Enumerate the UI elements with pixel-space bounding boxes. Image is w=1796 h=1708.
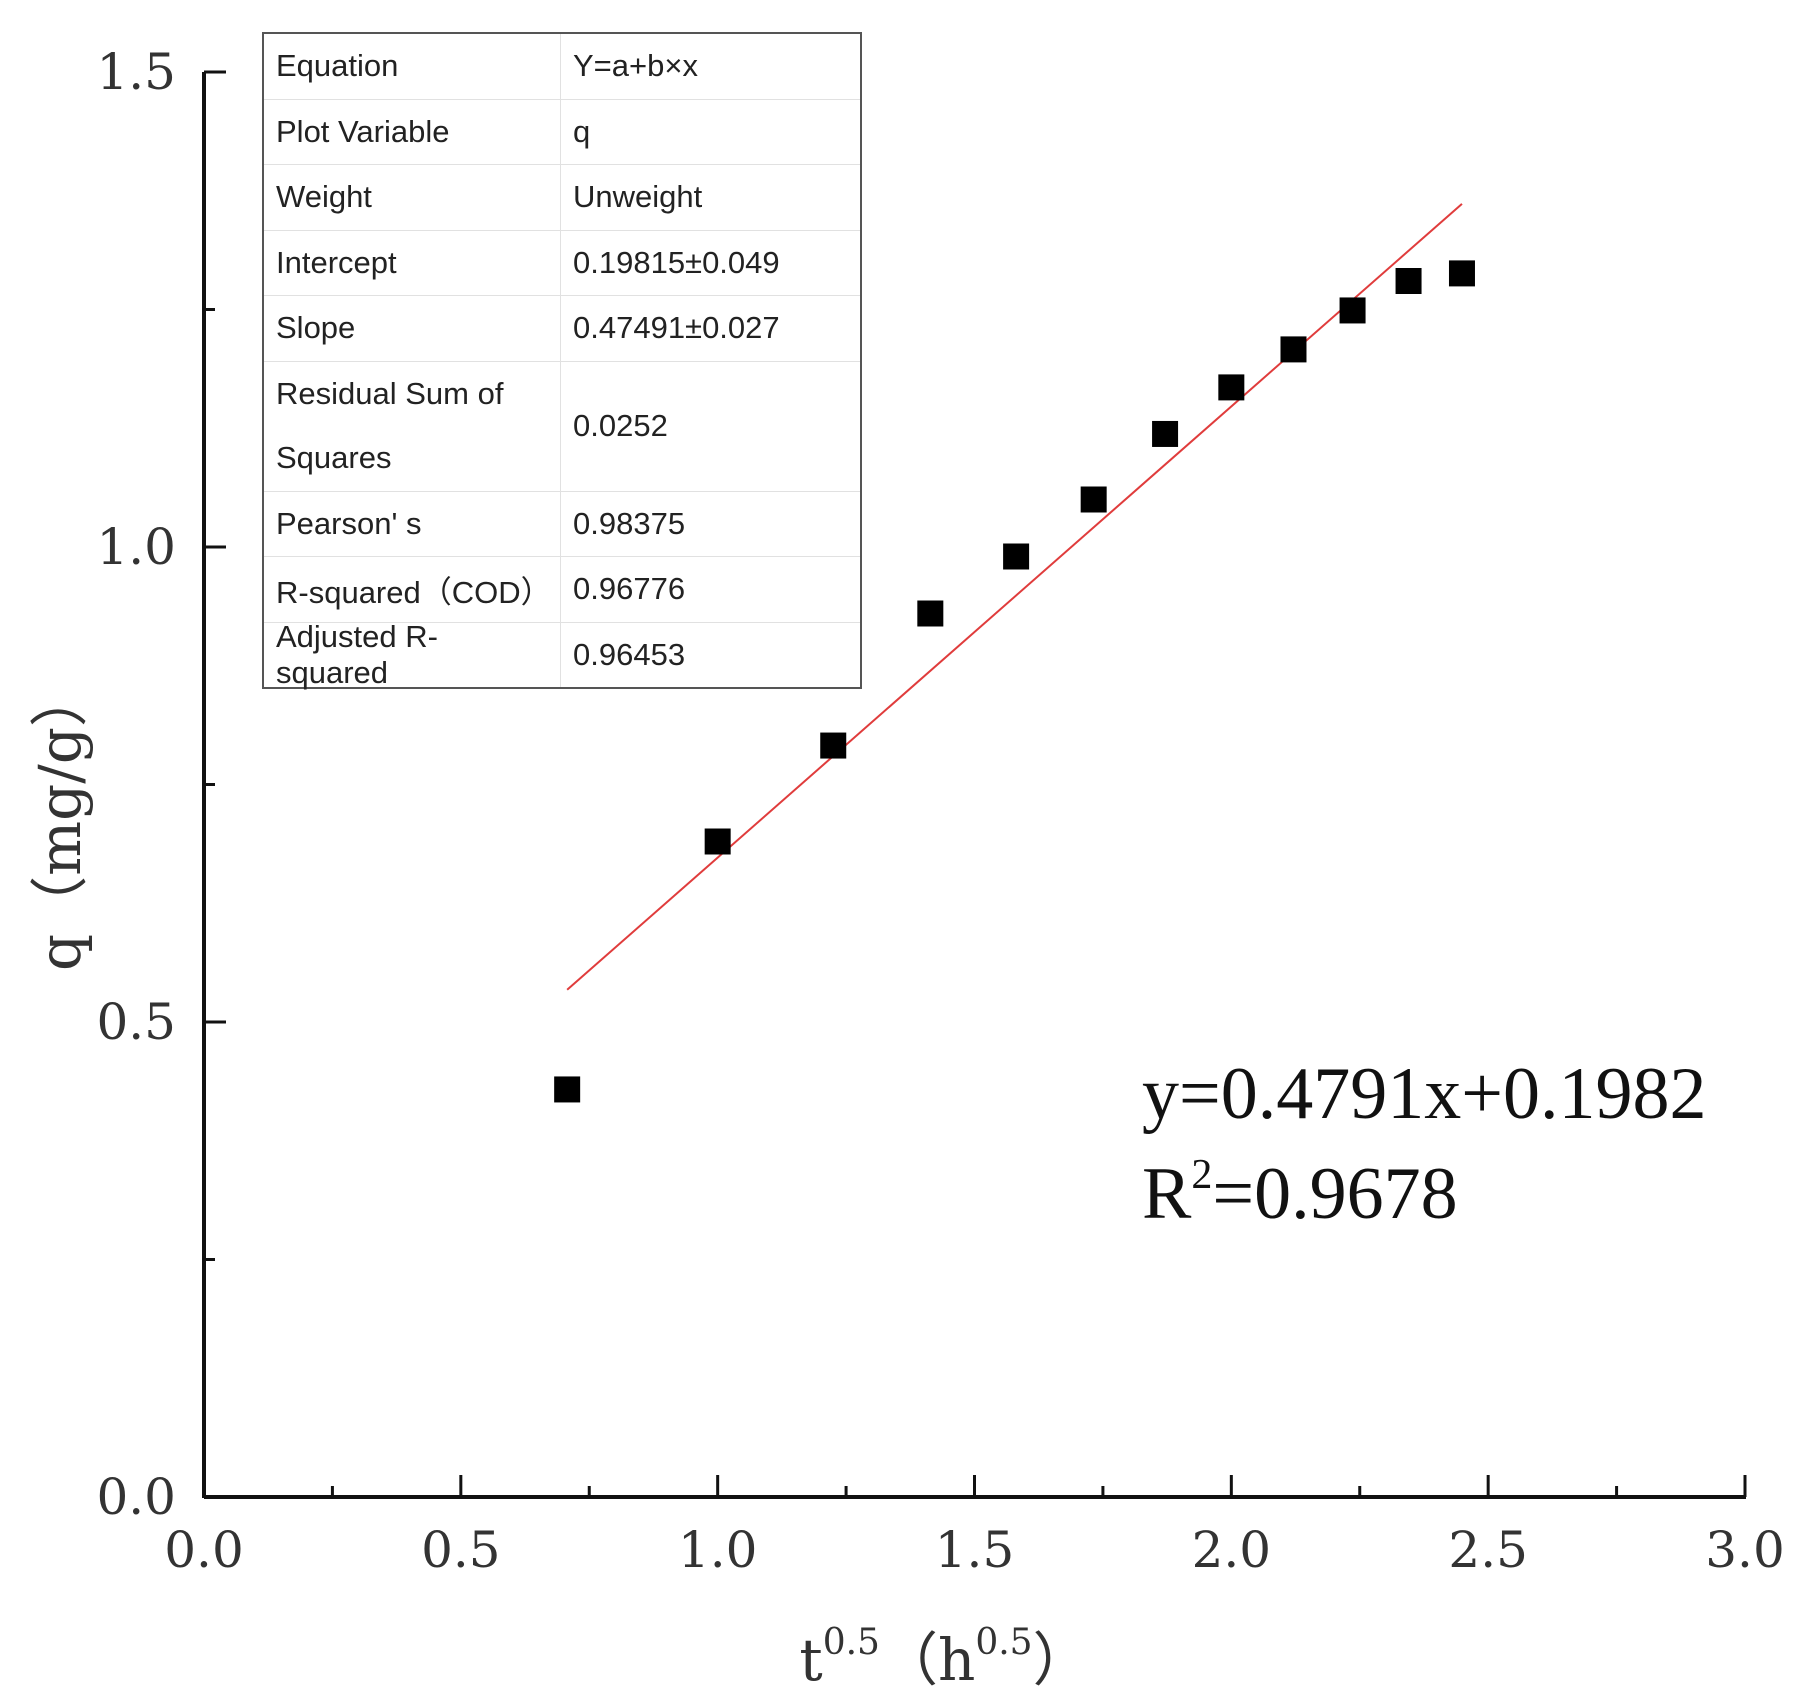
data-point	[820, 732, 847, 759]
x-tick-label: 2.0	[1192, 1521, 1272, 1579]
x-tick-label: 1.5	[935, 1521, 1015, 1579]
stats-key: Adjusted R-squared	[264, 619, 561, 690]
data-point	[1152, 420, 1179, 447]
stats-row: Pearson' s 0.98375	[264, 491, 860, 557]
y-axis-label: q（mg/g）	[26, 669, 94, 971]
data-point	[554, 1076, 581, 1103]
stats-key: Weight	[264, 165, 561, 230]
data-point	[1339, 297, 1366, 324]
r2-value: =0.9678	[1212, 1153, 1457, 1235]
stats-key: R-squared（COD）	[264, 557, 561, 622]
x-axis-label-unit-sup: 0.5	[975, 1622, 1032, 1663]
stats-key: Intercept	[264, 230, 561, 295]
equation-annotation: y=0.4791x+0.1982	[1142, 1053, 1706, 1135]
y-tick-label: 0.5	[96, 993, 176, 1051]
stats-value: 0.47491±0.027	[573, 310, 780, 346]
data-point	[1448, 260, 1475, 287]
data-point	[704, 828, 731, 855]
stats-value: 0.98375	[573, 505, 686, 541]
stats-row: Equation Y=a+b×x	[264, 34, 860, 100]
stats-row: Adjusted R-squared 0.96453	[264, 619, 860, 690]
fit-statistics-table: Equation Y=a+b×x Plot Variable q Weight Unwei…	[262, 32, 862, 690]
x-ticks: 0.0 0.5 1.0 1.5 2.0 2.5 3.0	[164, 1475, 1785, 1579]
data-point	[1395, 268, 1422, 294]
x-axis-label-open: （	[880, 1626, 938, 1694]
stats-key: Residual Sum of Squares	[264, 361, 561, 491]
data-point	[1003, 543, 1030, 570]
y-tick-label: 0.0	[96, 1468, 176, 1526]
stats-value: 0.0252	[573, 408, 668, 443]
data-points	[554, 260, 1475, 1103]
stats-key: Slope	[264, 296, 561, 361]
stats-key: Plot Variable	[264, 99, 561, 164]
stats-key: Equation	[264, 34, 561, 99]
stats-row: Residual Sum of Squares 0.0252	[264, 361, 860, 492]
r2-annotation: R2=0.9678	[1142, 1152, 1458, 1235]
stats-key: Pearson' s	[264, 491, 561, 556]
stats-row: Slope 0.47491±0.027	[264, 296, 860, 362]
stats-row: R-squared（COD） 0.96776	[264, 557, 860, 623]
stats-value: Y=a+b×x	[573, 48, 698, 84]
data-point	[1218, 374, 1245, 401]
x-axis-label-unit: h	[938, 1626, 975, 1694]
r2-sup: 2	[1191, 1152, 1212, 1198]
x-axis-label-base-sup: 0.5	[823, 1622, 880, 1663]
x-tick-label: 3.0	[1705, 1521, 1785, 1579]
x-tick-label: 2.5	[1448, 1521, 1528, 1579]
y-ticks: 0.0 0.5 1.0 1.5	[96, 43, 226, 1526]
r2-base: R	[1142, 1153, 1192, 1235]
stats-row: Plot Variable q	[264, 99, 860, 165]
x-axis-label-close: ）	[1033, 1626, 1091, 1694]
fit-line-group	[566, 203, 1463, 991]
data-point	[1280, 336, 1307, 363]
x-tick-label: 0.5	[421, 1521, 501, 1579]
stats-row: Intercept 0.19815±0.049	[264, 230, 860, 296]
fit-line	[566, 203, 1463, 991]
x-tick-label: 0.0	[164, 1521, 244, 1579]
stats-value: Unweight	[573, 179, 703, 215]
y-tick-label: 1.0	[96, 518, 176, 576]
y-tick-label: 1.5	[96, 43, 176, 101]
data-point	[917, 600, 944, 627]
data-point	[1080, 486, 1107, 513]
x-axis-label: t0.5（h0.5）	[799, 1622, 1090, 1694]
x-tick-label: 1.0	[678, 1521, 758, 1579]
stats-value: 0.96453	[573, 636, 686, 672]
x-axis-label-base: t	[799, 1626, 822, 1694]
stats-value: 0.19815±0.049	[573, 244, 780, 280]
stats-row: Weight Unweight	[264, 165, 860, 231]
stats-value: 0.96776	[573, 571, 686, 607]
stats-value: q	[573, 113, 591, 149]
